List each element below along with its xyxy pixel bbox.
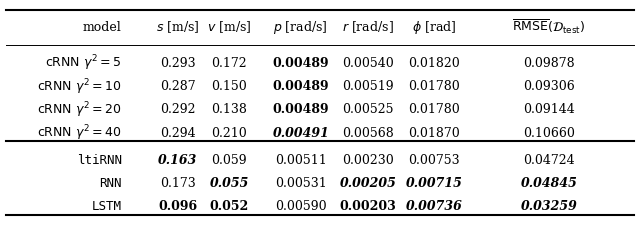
Text: $\overline{\mathrm{RMSE}}(\mathcal{D}_{\mathrm{test}})$: $\overline{\mathrm{RMSE}}(\mathcal{D}_{\… (513, 18, 586, 36)
Text: 0.00519: 0.00519 (342, 80, 394, 93)
Text: RNN: RNN (99, 177, 122, 190)
Text: 0.00531: 0.00531 (275, 177, 326, 190)
Text: 0.10660: 0.10660 (523, 126, 575, 140)
Text: LSTM: LSTM (92, 200, 122, 213)
Text: 0.210: 0.210 (211, 126, 247, 140)
Text: 0.293: 0.293 (160, 57, 196, 70)
Text: 0.09144: 0.09144 (524, 103, 575, 116)
Text: 0.01780: 0.01780 (408, 103, 460, 116)
Text: 0.052: 0.052 (209, 200, 249, 213)
Text: 0.163: 0.163 (158, 153, 198, 167)
Text: 0.00491: 0.00491 (273, 126, 329, 140)
Text: 0.00590: 0.00590 (275, 200, 326, 213)
Text: 0.04845: 0.04845 (521, 177, 577, 190)
Text: 0.173: 0.173 (160, 177, 196, 190)
Text: 0.00511: 0.00511 (275, 153, 326, 167)
Text: 0.172: 0.172 (211, 57, 247, 70)
Text: $\mathrm{cRNN}\ \gamma^2 = 10$: $\mathrm{cRNN}\ \gamma^2 = 10$ (37, 77, 122, 96)
Text: $\mathrm{cRNN}\ \gamma^2 = 20$: $\mathrm{cRNN}\ \gamma^2 = 20$ (37, 100, 122, 120)
Text: 0.096: 0.096 (158, 200, 198, 213)
Text: $p$ [rad/s]: $p$ [rad/s] (273, 19, 328, 36)
Text: 0.294: 0.294 (160, 126, 196, 140)
Text: 0.03259: 0.03259 (521, 200, 577, 213)
Text: $\mathrm{cRNN}\ \gamma^2 = 40$: $\mathrm{cRNN}\ \gamma^2 = 40$ (37, 123, 122, 143)
Text: 0.292: 0.292 (160, 103, 196, 116)
Text: 0.00203: 0.00203 (340, 200, 396, 213)
Text: $\mathrm{cRNN}\ \gamma^2 = 5$: $\mathrm{cRNN}\ \gamma^2 = 5$ (45, 54, 122, 73)
Text: 0.01870: 0.01870 (408, 126, 460, 140)
Text: $v$ [m/s]: $v$ [m/s] (207, 19, 252, 35)
Text: 0.04724: 0.04724 (524, 153, 575, 167)
Text: $r$ [rad/s]: $r$ [rad/s] (342, 19, 394, 35)
Text: 0.00489: 0.00489 (273, 103, 329, 116)
Text: 0.01780: 0.01780 (408, 80, 460, 93)
Text: 0.00540: 0.00540 (342, 57, 394, 70)
Text: 0.00230: 0.00230 (342, 153, 394, 167)
Text: 0.09306: 0.09306 (524, 80, 575, 93)
Text: $s$ [m/s]: $s$ [m/s] (156, 19, 200, 35)
Text: 0.00568: 0.00568 (342, 126, 394, 140)
Text: 0.01820: 0.01820 (408, 57, 460, 70)
Text: 0.138: 0.138 (211, 103, 247, 116)
Text: 0.055: 0.055 (209, 177, 249, 190)
Text: 0.00489: 0.00489 (273, 80, 329, 93)
Text: $\phi$ [rad]: $\phi$ [rad] (412, 19, 456, 36)
Text: 0.00736: 0.00736 (406, 200, 462, 213)
Text: model: model (83, 21, 122, 34)
Text: 0.00753: 0.00753 (408, 153, 460, 167)
Text: 0.00715: 0.00715 (406, 177, 462, 190)
Text: 0.09878: 0.09878 (524, 57, 575, 70)
Text: 0.150: 0.150 (211, 80, 247, 93)
Text: 0.00489: 0.00489 (273, 57, 329, 70)
Text: 0.287: 0.287 (160, 80, 196, 93)
Text: 0.059: 0.059 (211, 153, 247, 167)
Text: 0.00205: 0.00205 (340, 177, 396, 190)
Text: ltiRNN: ltiRNN (77, 153, 122, 167)
Text: 0.00525: 0.00525 (342, 103, 394, 116)
